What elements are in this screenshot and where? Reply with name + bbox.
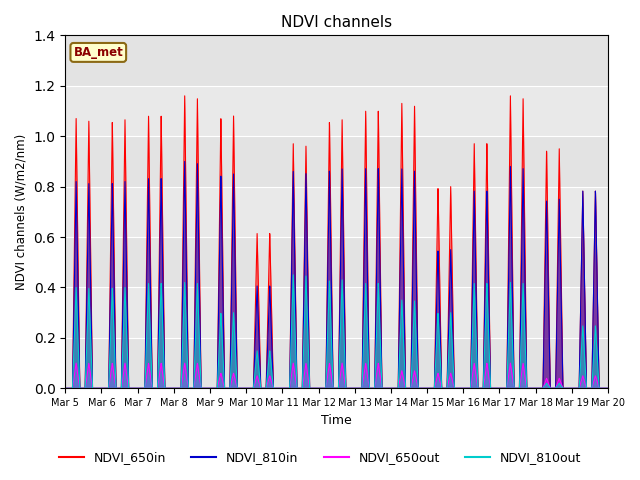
- Text: BA_met: BA_met: [74, 46, 123, 59]
- X-axis label: Time: Time: [321, 414, 352, 427]
- Bar: [65, 187, 608, 237]
- Bar: [65, 36, 608, 86]
- Bar: [65, 237, 608, 288]
- Legend: NDVI_650in, NDVI_810in, NDVI_650out, NDVI_810out: NDVI_650in, NDVI_810in, NDVI_650out, NDV…: [54, 446, 586, 469]
- Bar: [65, 288, 608, 338]
- Bar: [65, 338, 608, 388]
- Bar: [65, 86, 608, 136]
- Bar: [65, 136, 608, 187]
- Title: NDVI channels: NDVI channels: [281, 15, 392, 30]
- Y-axis label: NDVI channels (W/m2/nm): NDVI channels (W/m2/nm): [15, 134, 28, 290]
